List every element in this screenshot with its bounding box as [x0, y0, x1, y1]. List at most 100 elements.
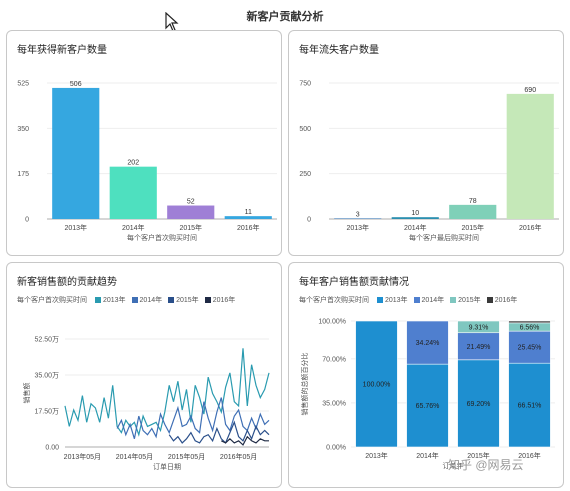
data-label: 65.76% — [416, 403, 440, 410]
y-tick-label: 35.00% — [322, 400, 346, 407]
x-tick-label: 2016年 — [237, 223, 260, 232]
data-label: 3 — [356, 211, 360, 218]
legend-item: 2015年 — [168, 295, 199, 305]
legend-swatch — [376, 297, 383, 303]
legend-swatch — [94, 297, 101, 303]
x-axis-label: 订单年 — [443, 461, 464, 470]
legend-item: 2013年 — [94, 295, 126, 305]
legend-swatch — [450, 297, 457, 303]
x-tick-label: 2015年 — [467, 451, 490, 460]
x-tick-label: 2013年 — [365, 451, 388, 460]
legend-text: 2015年 — [176, 297, 199, 304]
x-tick-label: 2013年 — [64, 223, 87, 232]
panel-title: 新客销售额的贡献趋势 — [17, 277, 117, 288]
legend-item: 2013年 — [376, 295, 408, 305]
series-line — [116, 397, 270, 439]
legend-swatch — [486, 297, 493, 303]
stacked-bar-segment — [508, 320, 551, 324]
y-tick-label: 70.00% — [322, 356, 346, 363]
data-label: 78 — [469, 198, 477, 205]
stacked-bar-segment — [406, 320, 449, 365]
legend: 每个客户首次购买时间 2013年 2014年 2015年 2016年 — [299, 295, 563, 305]
panel-title: 每年客户销售额贡献情况 — [299, 277, 409, 288]
y-tick-label: 750 — [299, 81, 311, 88]
legend-swatch — [413, 297, 420, 303]
legend-label: 每个客户首次购买时间 — [17, 297, 87, 304]
panel-title: 每年流失客户数量 — [299, 45, 379, 56]
x-tick-label: 2016年 — [519, 223, 542, 232]
x-tick-label: 2014年 — [404, 223, 427, 232]
x-tick-label: 2013年05月 — [64, 452, 101, 461]
legend-label: 每个客户首次购买时间 — [299, 297, 369, 304]
data-label: 69.20% — [467, 401, 491, 408]
y-tick-label: 17.50万 — [34, 408, 59, 416]
data-label: 52 — [187, 199, 195, 206]
x-tick-label: 2016年05月 — [220, 452, 257, 461]
legend-swatch — [204, 297, 211, 303]
x-tick-label: 2014年 — [122, 223, 145, 232]
data-label: 34.24% — [416, 340, 440, 347]
data-label: 11 — [245, 209, 252, 216]
legend: 每个客户首次购买时间 2013年 2014年 2015年 2016年 — [17, 295, 281, 305]
y-tick-label: 175 — [17, 171, 29, 178]
bar — [109, 166, 157, 219]
legend-item: 2014年 — [413, 295, 444, 305]
x-axis-label: 订单日期 — [153, 462, 181, 471]
y-tick-label: 100.00% — [318, 319, 346, 326]
stacked-bar-segment — [457, 320, 500, 334]
y-tick-label: 0 — [25, 217, 29, 224]
legend-text: 2015年 — [458, 297, 481, 304]
legend-text: 2016年 — [494, 297, 518, 304]
lost-customers-chart: 750 500 250 0 3 2013年 10 2014年 78 2015年 690 2016年每个… — [299, 81, 559, 242]
x-tick-label: 2015年05月 — [168, 452, 205, 461]
legend-item: 2015年 — [450, 295, 481, 305]
x-tick-label: 2015年 — [461, 223, 484, 232]
page-title: 新客户贡献分析 — [246, 11, 324, 23]
data-label: 21.49% — [467, 344, 491, 351]
legend-swatch — [131, 297, 138, 303]
y-tick-label: 525 — [17, 81, 29, 88]
series-line — [168, 420, 270, 444]
legend-item: 2016年 — [486, 295, 518, 305]
y-tick-label: 0.00 — [45, 445, 59, 452]
data-label: 66.51% — [518, 403, 542, 410]
x-tick-label: 2014年05月 — [116, 452, 153, 461]
y-axis-label: 销售额 — [22, 383, 31, 404]
y-tick-label: 0.00% — [326, 445, 346, 452]
panel-lost-customers: 每年流失客户数量 750 500 250 0 3 2013年 10 2014年 78 2015年 6… — [288, 30, 564, 256]
stacked-bar-segment — [457, 332, 500, 361]
x-tick-label: 2015年 — [179, 223, 202, 232]
series-line — [64, 348, 270, 437]
watermark: 知乎 @网易云 — [448, 458, 524, 472]
data-label: 506 — [70, 81, 82, 88]
new-customers-chart: 525 350 175 0 506 2013年 202 2014年 52 2015年 11 2016年… — [17, 81, 277, 242]
panel-sales-trend: 新客销售额的贡献趋势 每个客户首次购买时间 2013年 2014年 2015年 201… — [6, 262, 282, 488]
y-tick-label: 500 — [299, 126, 311, 133]
legend-text: 2016年 — [212, 297, 236, 304]
bar — [449, 204, 497, 219]
legend-text: 2013年 — [102, 297, 126, 304]
legend-item: 2016年 — [204, 295, 236, 305]
x-tick-label: 2013年 — [346, 223, 369, 232]
sales-trend-chart: 52.50万 35.00万 17.50万 0.00 2013年05月 2014年05月 20… — [22, 336, 270, 471]
legend-text: 2013年 — [384, 297, 408, 304]
data-label: 100.00% — [363, 382, 391, 389]
data-label: 6.56% — [520, 324, 540, 331]
mouse-cursor-icon — [165, 12, 179, 32]
x-axis-label: 每个客户最后购买时间 — [409, 233, 479, 242]
bar — [391, 217, 439, 219]
bar — [167, 205, 215, 219]
data-label: 690 — [524, 87, 536, 94]
data-label: 202 — [127, 160, 139, 167]
panel-new-customers: 每年获得新客户数量 525 350 175 0 506 2013年 202 2014年 52 20… — [6, 30, 282, 256]
bar — [506, 93, 554, 219]
x-tick-label: 2014年 — [416, 451, 439, 460]
panel-sales-share: 每年客户销售额贡献情况 每个客户首次购买时间 2013年 2014年 2015年 20… — [288, 262, 564, 488]
stacked-bar-segment — [508, 362, 551, 448]
x-tick-label: 2016年 — [518, 451, 541, 460]
y-axis-label: 销售额的总额百分比 — [300, 353, 309, 416]
y-tick-label: 0 — [307, 217, 311, 224]
bar — [224, 216, 272, 219]
stacked-bar-segment — [457, 359, 500, 448]
panel-title: 每年获得新客户数量 — [17, 45, 107, 56]
